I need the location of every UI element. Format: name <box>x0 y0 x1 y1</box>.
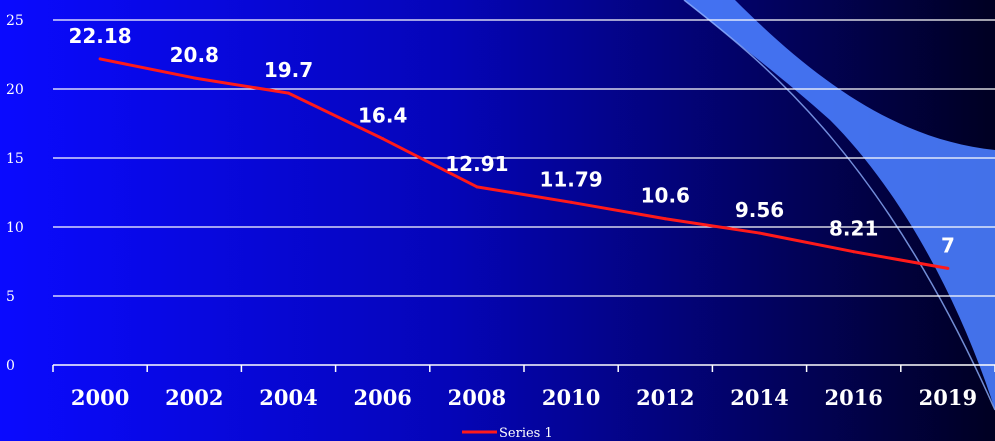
data-label: 16.4 <box>358 104 407 128</box>
data-point <box>852 250 856 254</box>
x-tick-label: 2010 <box>542 385 600 410</box>
y-tick-label: 25 <box>6 13 24 29</box>
x-tick-label: 2014 <box>730 385 788 410</box>
data-label: 22.18 <box>68 24 131 48</box>
x-tick-label: 2000 <box>71 385 129 410</box>
series-lines <box>98 57 950 270</box>
x-tick-label: 2002 <box>165 385 223 410</box>
y-tick-label: 15 <box>6 151 24 167</box>
data-point <box>663 217 667 221</box>
x-tick-label: 2006 <box>353 385 411 410</box>
x-axis <box>52 364 995 372</box>
x-tick-label: 2016 <box>824 385 882 410</box>
data-point <box>381 137 385 141</box>
x-tick-label: 2008 <box>448 385 506 410</box>
data-point <box>946 266 950 270</box>
data-point <box>758 231 761 235</box>
y-tick-label: 0 <box>6 358 15 374</box>
data-label: 19.7 <box>264 58 313 82</box>
x-tick-label: 2012 <box>636 385 694 410</box>
y-tick-label: 5 <box>6 289 15 305</box>
data-label: 20.8 <box>170 43 219 67</box>
data-label: 7 <box>941 233 955 257</box>
data-point <box>192 76 196 80</box>
data-point <box>569 200 573 204</box>
y-tick-label: 10 <box>6 220 24 236</box>
data-label: 8.21 <box>829 217 878 241</box>
data-label: 9.56 <box>735 198 784 222</box>
data-labels: 22.18 20.8 19.7 16.4 12.91 11.79 10.6 9.56 8.21 7 <box>68 24 954 257</box>
data-point <box>287 91 290 95</box>
x-tick-label: 2019 <box>919 385 977 410</box>
gridlines <box>53 19 995 297</box>
data-label: 10.6 <box>641 184 690 208</box>
legend: Series 1 <box>462 426 553 441</box>
decorative-wave-edge <box>683 0 995 411</box>
y-axis-ticks: 0 5 10 15 20 25 <box>6 13 24 374</box>
data-point <box>475 185 479 189</box>
decorative-wave <box>684 0 995 410</box>
data-label: 11.79 <box>539 167 602 191</box>
x-tick-label: 2004 <box>259 385 317 410</box>
series-line <box>99 57 949 270</box>
data-point <box>98 57 102 61</box>
y-tick-label: 20 <box>6 82 24 98</box>
data-label: 12.91 <box>445 152 508 176</box>
x-axis-ticks: 2000 2002 2004 2006 2008 2010 2012 2014 2016 2019 <box>71 385 977 410</box>
legend-label: Series 1 <box>499 426 553 441</box>
